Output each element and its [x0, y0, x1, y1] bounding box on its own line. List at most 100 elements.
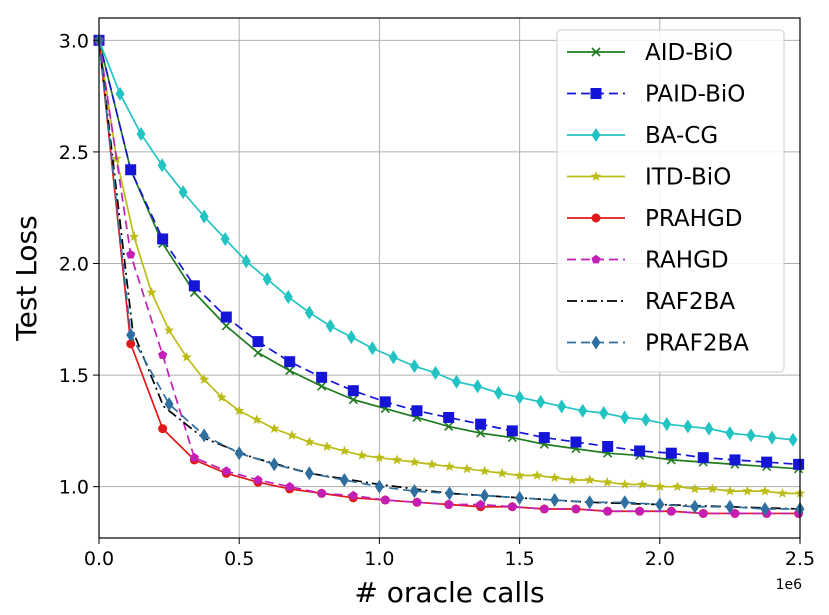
- data-point-praf2ba: [655, 497, 665, 512]
- data-point-itd-bio: [181, 351, 192, 362]
- data-point-itd-bio: [496, 467, 508, 478]
- data-point-ba-cg: [578, 403, 588, 418]
- data-point-ba-cg: [430, 365, 440, 380]
- data-point-praf2ba: [480, 488, 490, 503]
- data-point-itd-bio: [514, 470, 525, 480]
- data-point-praf2ba: [620, 495, 630, 510]
- data-point-rahgd: [348, 490, 358, 500]
- data-point-ba-cg: [536, 394, 546, 409]
- data-point-itd-bio: [479, 465, 490, 476]
- data-point-itd-bio: [461, 463, 473, 474]
- data-point-itd-bio: [321, 441, 333, 451]
- x-axis-title: # oracle calls: [354, 576, 544, 609]
- data-point-itd-bio: [356, 449, 368, 460]
- data-point-paid-bio: [443, 411, 455, 423]
- data-point-itd-bio: [146, 287, 157, 297]
- data-point-rahgd: [666, 506, 676, 516]
- data-point-paid-bio: [729, 454, 741, 466]
- data-point-paid-bio: [188, 280, 200, 292]
- legend-marker: [591, 128, 601, 142]
- data-point-itd-bio: [689, 483, 701, 494]
- y-tick-label: 3.0: [59, 30, 89, 52]
- data-point-ba-cg: [788, 432, 798, 447]
- data-point-itd-bio: [637, 478, 648, 489]
- data-point-ba-cg: [283, 289, 293, 304]
- data-point-itd-bio: [759, 485, 771, 496]
- series-line-ba-cg: [98, 40, 794, 441]
- data-point-ba-cg: [262, 272, 272, 287]
- data-point-aid-bio: [444, 421, 454, 431]
- data-point-rahgd: [571, 504, 581, 513]
- data-point-rahgd: [698, 508, 708, 518]
- legend-marker: [591, 335, 601, 350]
- data-point-itd-bio: [269, 423, 280, 434]
- data-point-rahgd: [189, 452, 199, 462]
- data-point-praf2ba: [126, 327, 136, 342]
- data-point-paid-bio: [665, 447, 677, 459]
- data-point-rahgd: [539, 504, 549, 513]
- data-point-ba-cg: [409, 359, 419, 374]
- data-point-paid-bio: [761, 456, 773, 468]
- data-point-ba-cg: [199, 209, 209, 224]
- data-point-paid-bio: [284, 356, 296, 368]
- data-point-ba-cg: [388, 350, 398, 365]
- data-point-itd-bio: [128, 231, 140, 242]
- data-point-paid-bio: [506, 425, 518, 437]
- data-point-ba-cg: [620, 410, 630, 425]
- data-point-paid-bio: [347, 385, 359, 397]
- legend-item-prahgd: PRAHGD: [567, 206, 742, 232]
- data-point-ba-cg: [515, 390, 525, 405]
- data-point-paid-bio: [793, 458, 805, 470]
- data-point-ba-cg: [662, 417, 672, 432]
- data-point-rahgd: [603, 506, 613, 516]
- data-point-ba-cg: [683, 419, 693, 434]
- legend-item-ba-cg: BA-CG: [567, 123, 718, 149]
- legend-item-itd-bio: ITD-BiO: [567, 165, 731, 191]
- data-point-ba-cg: [746, 428, 756, 443]
- legend-label: PRAF2BA: [645, 331, 749, 357]
- y-tick-label: 2.5: [59, 142, 89, 164]
- legend-item-raf2ba: RAF2BA: [567, 289, 735, 315]
- data-point-ba-cg: [452, 374, 462, 389]
- data-point-ba-cg: [704, 421, 714, 436]
- data-point-itd-bio: [426, 458, 438, 469]
- data-point-itd-bio: [216, 391, 227, 402]
- data-point-aid-bio: [253, 348, 263, 358]
- legend-label: PAID-BiO: [645, 82, 745, 108]
- series-paid-bio: [93, 34, 805, 470]
- legend-marker: [591, 213, 601, 223]
- data-point-ba-cg: [473, 379, 483, 394]
- series-layer: [93, 33, 806, 518]
- data-point-praf2ba: [515, 490, 525, 505]
- data-point-itd-bio: [409, 456, 420, 467]
- data-point-rahgd: [476, 499, 486, 509]
- series-ba-cg: [94, 33, 798, 447]
- data-point-ba-cg: [557, 399, 567, 414]
- data-point-itd-bio: [374, 452, 385, 463]
- data-point-paid-bio: [316, 371, 328, 383]
- legend-label: BA-CG: [645, 123, 718, 149]
- data-point-aid-bio: [285, 366, 295, 376]
- series-line-paid-bio: [98, 40, 799, 466]
- data-point-ba-cg: [115, 86, 125, 101]
- data-point-itd-bio: [531, 470, 543, 480]
- legend-item-aid-bio: AID-BiO: [567, 40, 733, 66]
- data-point-ba-cg: [494, 385, 504, 400]
- data-point-paid-bio: [538, 432, 550, 444]
- data-point-praf2ba: [374, 479, 384, 494]
- data-point-ba-cg: [178, 185, 188, 200]
- data-point-paid-bio: [475, 418, 487, 430]
- legend-marker: [590, 88, 602, 99]
- data-point-praf2ba: [409, 484, 419, 499]
- data-point-praf2ba: [445, 486, 454, 501]
- legend-item-paid-bio: PAID-BiO: [567, 82, 745, 108]
- data-point-rahgd: [507, 501, 517, 511]
- data-point-rahgd: [444, 499, 454, 509]
- data-point-rahgd: [317, 488, 327, 498]
- data-point-itd-bio: [742, 485, 753, 496]
- data-point-praf2ba: [585, 495, 595, 510]
- data-point-aid-bio: [317, 381, 327, 391]
- legend-label: ITD-BiO: [645, 165, 731, 191]
- data-point-praf2ba: [269, 457, 279, 472]
